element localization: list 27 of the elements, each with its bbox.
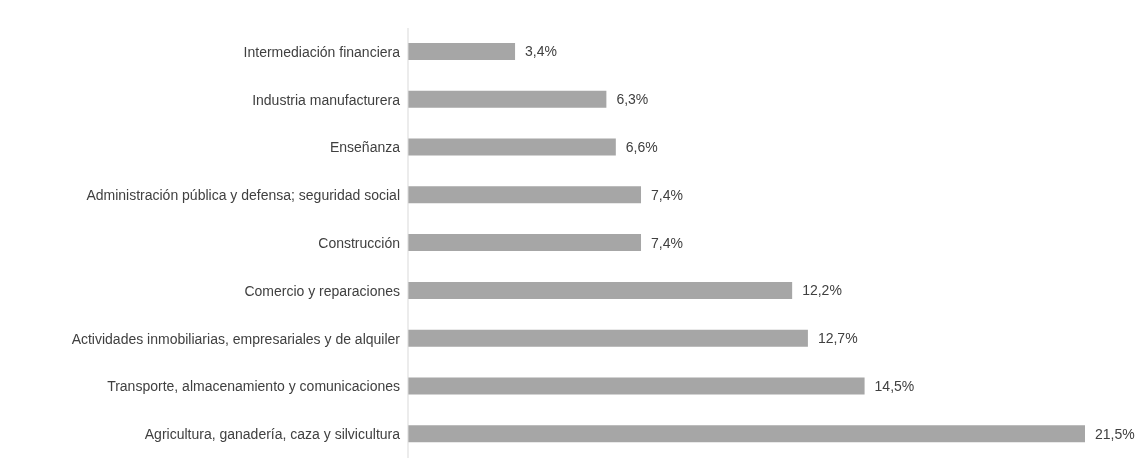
bar <box>408 43 516 60</box>
y-tick-label: Administración pública y defensa; seguridad social <box>86 187 400 204</box>
bar <box>408 234 642 252</box>
data-label: 12,7% <box>817 330 858 347</box>
y-tick-label: Comercio y reparaciones <box>244 282 400 299</box>
bar <box>408 377 865 395</box>
data-label: 21,5% <box>1095 425 1135 442</box>
y-tick-label: Construcción <box>318 234 400 251</box>
y-tick-label: Agricultura, ganadería, caza y silvicultura <box>144 426 401 443</box>
data-label: 12,2% <box>802 282 842 299</box>
data-label: 7,4% <box>651 186 683 203</box>
bar <box>408 329 808 347</box>
y-tick-label: Actividades inmobiliarias, empresariales y de alquiler <box>71 330 401 347</box>
data-label: 7,4% <box>651 234 683 251</box>
bar <box>408 186 642 204</box>
data-label: 6,3% <box>616 91 649 108</box>
bar <box>408 281 793 299</box>
bar <box>408 138 616 156</box>
y-tick-label: Industria manufacturera <box>252 91 401 108</box>
bar <box>408 425 1085 443</box>
y-tick-label: Enseñanza <box>329 139 401 156</box>
data-label: 6,6% <box>625 139 658 156</box>
y-tick-label: Intermediación financiera <box>243 43 401 60</box>
data-label: 14,5% <box>874 377 915 394</box>
bar <box>408 90 607 108</box>
data-label: 3,4% <box>525 43 557 60</box>
y-tick-label: Transporte, almacenamiento y comunicaciones <box>107 378 400 395</box>
